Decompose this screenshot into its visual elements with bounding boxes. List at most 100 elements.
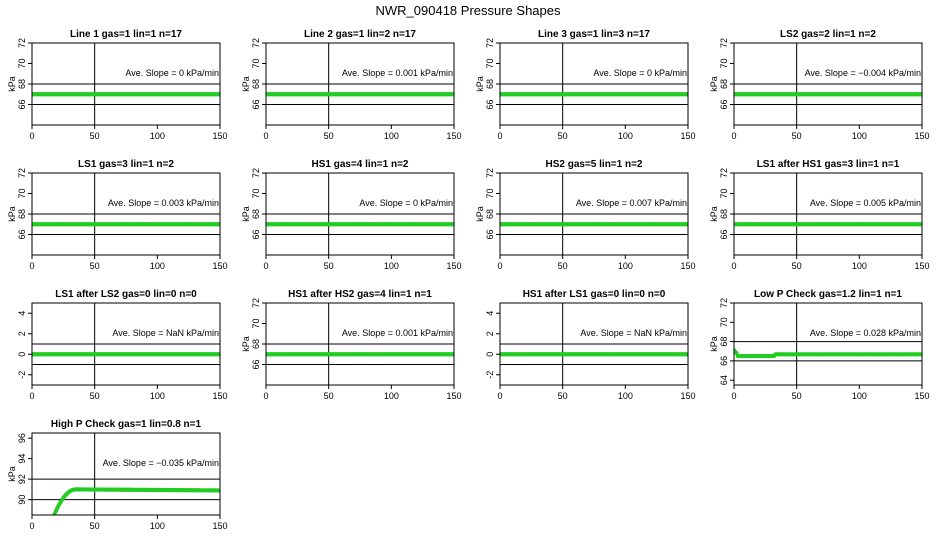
y-tick-label: 72 (17, 168, 27, 178)
slope-annotation: Ave. Slope = 0 kPa/min (125, 68, 219, 78)
panels: Line 1 gas=1 lin=1 n=17 0 50 100 150 66 68 70 72… (7, 29, 930, 531)
x-tick-label: 100 (384, 131, 399, 141)
panel: HS1 gas=4 lin=1 n=2 0 50 100 150 66 68 70 72 kPa A… (241, 159, 462, 271)
x-tick-label: 50 (324, 131, 334, 141)
y-tick-label: 0 (485, 352, 495, 357)
y-tick-label: 68 (719, 337, 729, 347)
x-tick-label: 150 (446, 391, 461, 401)
y-tick-label: -2 (17, 371, 27, 379)
y-tick-label: 70 (719, 317, 729, 327)
slope-annotation: Ave. Slope = 0.001 kPa/min (342, 68, 453, 78)
panel: LS1 after LS2 gas=0 lin=0 n=0 0 50 100 150 -2… (17, 289, 228, 401)
x-tick-label: 100 (150, 521, 165, 531)
y-axis-label: kPa (709, 76, 719, 92)
y-axis-label: kPa (709, 206, 719, 222)
y-tick-label: 68 (251, 79, 261, 89)
y-axis-label: kPa (709, 336, 719, 352)
plot-area (500, 43, 688, 125)
slope-annotation: Ave. Slope = 0 kPa/min (593, 68, 687, 78)
y-tick-label: 64 (719, 375, 729, 385)
panel: Line 3 gas=1 lin=3 n=17 0 50 100 150 66 68 70 72… (475, 29, 696, 141)
x-tick-label: 100 (852, 391, 867, 401)
x-tick-label: 50 (90, 391, 100, 401)
x-tick-label: 0 (731, 261, 736, 271)
plot-area (266, 173, 454, 255)
x-tick-label: 100 (852, 131, 867, 141)
y-tick-label: 68 (251, 339, 261, 349)
y-tick-label: 70 (485, 58, 495, 68)
x-tick-label: 150 (680, 391, 695, 401)
plot-area (32, 303, 220, 385)
y-tick-label: 66 (485, 229, 495, 239)
plot-area (266, 303, 454, 385)
x-tick-label: 0 (263, 261, 268, 271)
x-tick-label: 100 (150, 261, 165, 271)
slope-annotation: Ave. Slope = −0.035 kPa/min (103, 458, 219, 468)
data-point (685, 352, 688, 357)
panel: HS1 after LS1 gas=0 lin=0 n=0 0 50 100 150 -2… (485, 289, 696, 401)
x-tick-label: 150 (680, 261, 695, 271)
x-tick-label: 150 (212, 131, 227, 141)
y-tick-label: 70 (485, 188, 495, 198)
data-point (451, 92, 454, 97)
panel-title: HS1 after HS2 gas=4 lin=1 n=1 (288, 289, 432, 300)
panel-title: HS1 gas=4 lin=1 n=2 (312, 159, 409, 170)
panel-title: LS1 gas=3 lin=1 n=2 (78, 159, 174, 170)
x-tick-label: 150 (914, 391, 929, 401)
slope-annotation: Ave. Slope = NaN kPa/min (580, 328, 687, 338)
panel: HS1 after HS2 gas=4 lin=1 n=1 0 50 100 150 66… (241, 289, 462, 401)
x-tick-label: 100 (852, 261, 867, 271)
data-point (217, 352, 220, 357)
panel: High P Check gas=1 lin=0.8 n=1 0 50 100 150 9… (7, 419, 228, 531)
y-tick-label: 66 (251, 359, 261, 369)
data-point (451, 222, 454, 227)
y-tick-label: 4 (485, 311, 495, 316)
y-tick-label: 66 (719, 99, 729, 109)
slope-annotation: Ave. Slope = 0.005 kPa/min (810, 198, 921, 208)
y-tick-label: 66 (17, 99, 27, 109)
y-tick-label: 68 (719, 79, 729, 89)
y-tick-label: 72 (719, 168, 729, 178)
x-tick-label: 150 (680, 131, 695, 141)
x-tick-label: 100 (150, 391, 165, 401)
x-tick-label: 0 (731, 391, 736, 401)
x-tick-label: 50 (90, 521, 100, 531)
y-tick-label: 68 (17, 209, 27, 219)
panel: LS2 gas=2 lin=1 n=2 0 50 100 150 66 68 70 72 kPa A… (709, 29, 930, 141)
x-tick-label: 0 (497, 131, 502, 141)
x-tick-label: 50 (792, 391, 802, 401)
plot-area (734, 43, 922, 125)
y-tick-label: 66 (719, 356, 729, 366)
x-tick-label: 150 (212, 261, 227, 271)
x-tick-label: 0 (497, 391, 502, 401)
y-axis-label: kPa (241, 336, 251, 352)
y-tick-label: 72 (251, 38, 261, 48)
y-tick-label: 72 (719, 298, 729, 308)
y-tick-label: 70 (251, 58, 261, 68)
x-tick-label: 100 (150, 131, 165, 141)
y-tick-label: 72 (719, 38, 729, 48)
y-tick-label: 2 (485, 331, 495, 336)
x-tick-label: 100 (618, 261, 633, 271)
x-tick-label: 150 (212, 391, 227, 401)
panel-title: Low P Check gas=1.2 lin=1 n=1 (754, 289, 902, 300)
x-tick-label: 0 (263, 131, 268, 141)
x-tick-label: 150 (914, 261, 929, 271)
panel-title: HS2 gas=5 lin=1 n=2 (546, 159, 643, 170)
x-tick-label: 0 (29, 261, 34, 271)
slope-annotation: Ave. Slope = 0.028 kPa/min (810, 328, 921, 338)
y-tick-label: 70 (251, 318, 261, 328)
y-tick-label: 92 (17, 474, 27, 484)
x-tick-label: 50 (558, 391, 568, 401)
data-point (685, 92, 688, 97)
panel: Line 1 gas=1 lin=1 n=17 0 50 100 150 66 68 70 72… (7, 29, 228, 141)
slope-annotation: Ave. Slope = 0.007 kPa/min (576, 198, 687, 208)
slope-annotation: Ave. Slope = 0.001 kPa/min (342, 328, 453, 338)
x-tick-label: 150 (212, 521, 227, 531)
data-point (919, 222, 922, 227)
x-tick-label: 0 (731, 131, 736, 141)
plot-area (266, 43, 454, 125)
y-axis-label: kPa (475, 206, 485, 222)
y-tick-label: 0 (17, 352, 27, 357)
